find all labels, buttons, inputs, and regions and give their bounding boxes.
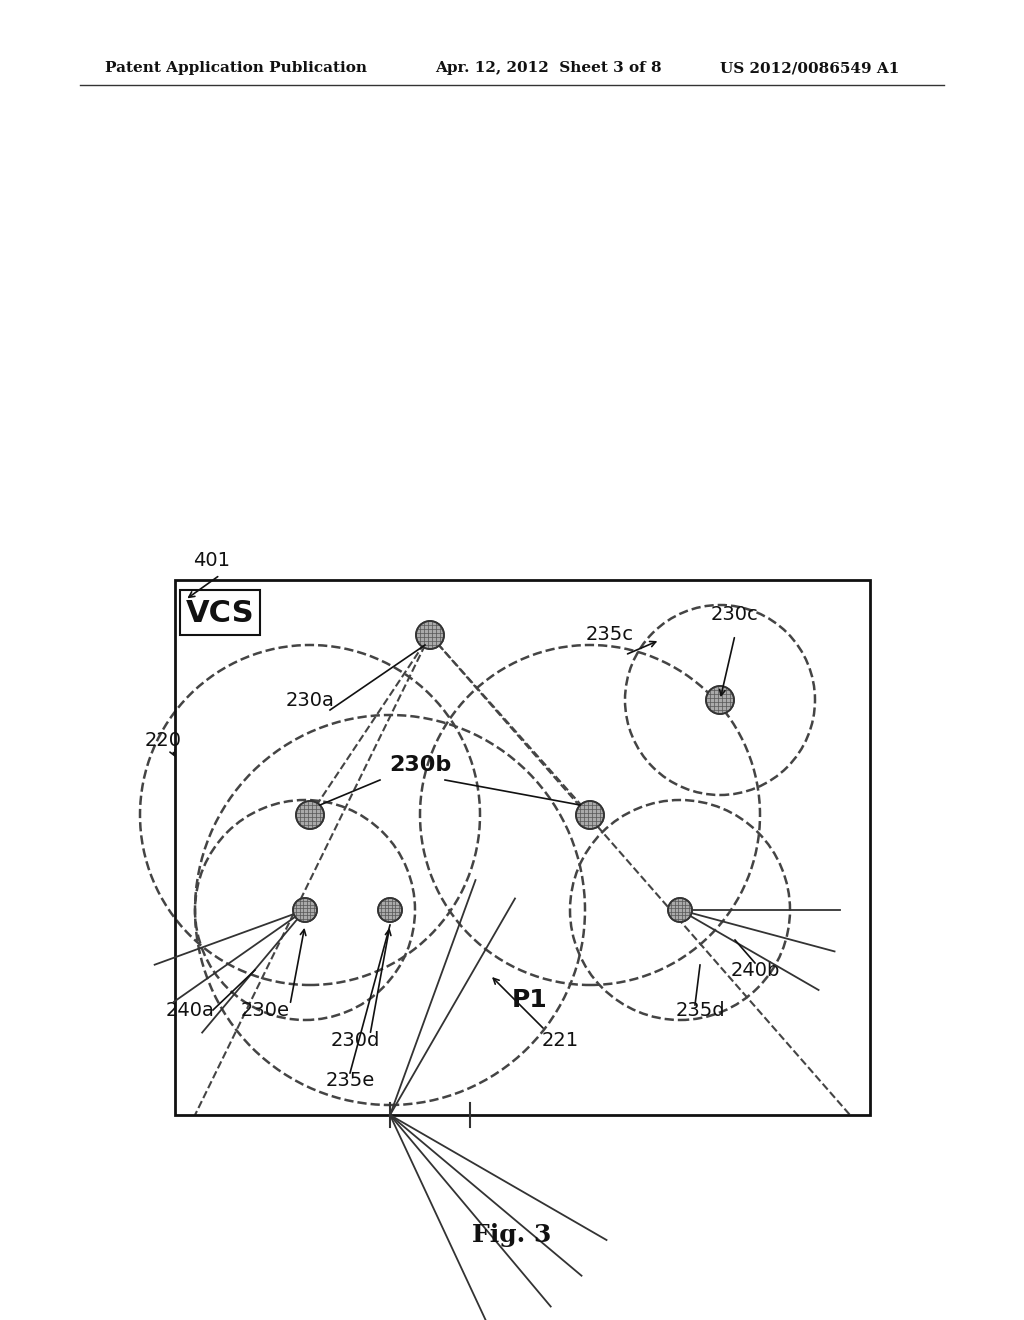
Text: 230d: 230d	[331, 1031, 380, 1049]
Circle shape	[416, 620, 444, 649]
Text: 401: 401	[193, 550, 230, 569]
Circle shape	[293, 898, 317, 921]
Text: 235c: 235c	[586, 626, 634, 644]
Text: 240b: 240b	[730, 961, 779, 979]
Text: 220: 220	[145, 730, 182, 750]
Text: US 2012/0086549 A1: US 2012/0086549 A1	[720, 61, 899, 75]
Bar	[180, 590, 260, 635]
Circle shape	[378, 898, 402, 921]
Text: 230a: 230a	[286, 690, 335, 710]
Circle shape	[296, 801, 324, 829]
Circle shape	[706, 686, 734, 714]
Text: 230c: 230c	[711, 606, 759, 624]
Text: Apr. 12, 2012  Sheet 3 of 8: Apr. 12, 2012 Sheet 3 of 8	[435, 61, 662, 75]
Circle shape	[575, 801, 604, 829]
Text: Fig. 3: Fig. 3	[472, 1224, 552, 1247]
Text: 221: 221	[542, 1031, 579, 1049]
Text: P1: P1	[512, 987, 548, 1012]
Circle shape	[668, 898, 692, 921]
Text: VCS: VCS	[185, 598, 254, 627]
Text: 240a: 240a	[166, 1001, 214, 1019]
Text: 230b: 230b	[389, 755, 452, 775]
Text: Patent Application Publication: Patent Application Publication	[105, 61, 367, 75]
Text: 235d: 235d	[675, 1001, 725, 1019]
Text: 230e: 230e	[241, 1001, 290, 1019]
Bar	[175, 579, 870, 1115]
Text: 235e: 235e	[326, 1071, 375, 1089]
